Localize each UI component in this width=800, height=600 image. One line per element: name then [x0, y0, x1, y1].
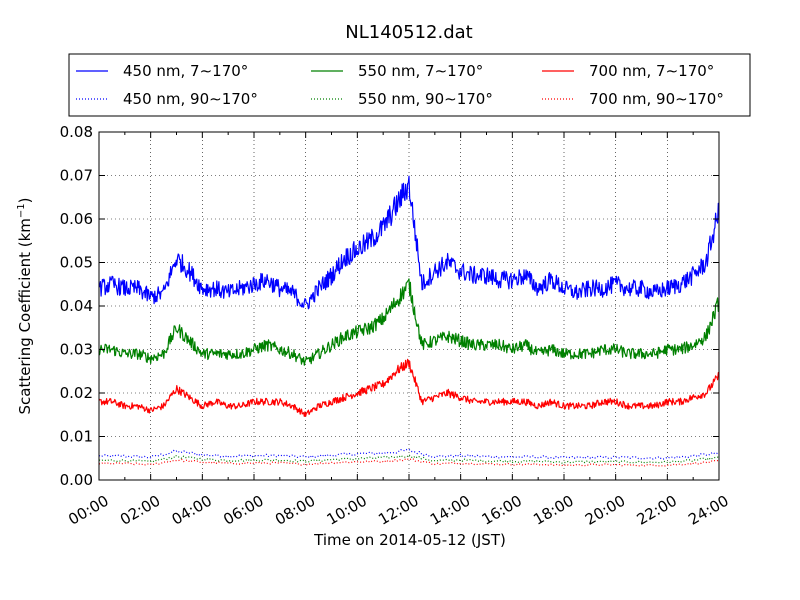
series-line-2 [98, 278, 720, 366]
legend: 450 nm, 7∼170° 550 nm, 7∼170° 700 nm, 7∼17… [68, 53, 751, 117]
y-axis-label-main: Scattering Coefficient (km [16, 218, 34, 414]
x-tick-label: 04:00 [169, 492, 215, 529]
x-tick-label: 08:00 [272, 492, 318, 529]
x-tick-label: 18:00 [530, 492, 576, 529]
y-tick-label: 0.01 [60, 428, 93, 446]
chart-title: NL140512.dat [345, 22, 472, 43]
y-axis-label-superscript: −1 [16, 203, 27, 218]
grid-lines [99, 132, 719, 480]
legend-label: 450 nm, 7∼170° [123, 62, 248, 80]
series-line-3 [98, 358, 720, 417]
legend-label: 550 nm, 7∼170° [358, 62, 483, 80]
x-tick-label: 16:00 [479, 492, 525, 529]
y-axis-label-close: ) [16, 197, 34, 203]
series-line-5 [98, 454, 720, 464]
x-tick-label: 24:00 [685, 492, 731, 529]
x-tick-label: 12:00 [375, 492, 421, 529]
y-tick-label: 0.08 [60, 123, 93, 141]
x-tick-label: 14:00 [427, 492, 473, 529]
legend-label: 700 nm, 90∼170° [589, 90, 724, 108]
y-tick-label: 0.02 [60, 384, 93, 402]
plot-area [98, 175, 720, 467]
x-tick-label: 22:00 [634, 492, 680, 529]
x-tick-label: 06:00 [220, 492, 266, 529]
x-tick-labels: 00:00 02:00 04:00 06:00 08:00 10:00 12:00 14:00… [65, 492, 731, 529]
x-tick-label: 00:00 [65, 492, 111, 529]
x-tick-label: 02:00 [117, 492, 163, 529]
y-tick-label: 0.06 [60, 210, 93, 228]
y-tick-labels: 0.00 0.01 0.02 0.03 0.04 0.05 0.06 0.07 0.08 [60, 123, 93, 489]
y-tick-label: 0.04 [60, 297, 93, 315]
y-tick-label: 0.05 [60, 254, 93, 272]
axis-ticks [98, 131, 720, 481]
x-tick-label: 10:00 [324, 492, 370, 529]
y-tick-label: 0.00 [60, 471, 93, 489]
y-tick-label: 0.07 [60, 167, 93, 185]
x-tick-label: 20:00 [582, 492, 628, 529]
legend-label: 700 nm, 7∼170° [589, 62, 714, 80]
legend-label: 550 nm, 90∼170° [358, 90, 493, 108]
y-tick-label: 0.03 [60, 341, 93, 359]
legend-label: 450 nm, 90∼170° [123, 90, 258, 108]
y-axis-label: Scattering Coefficient (km−1) [16, 197, 34, 414]
x-axis-label: Time on 2014-05-12 (JST) [313, 531, 506, 549]
legend-box [68, 53, 751, 117]
series-line-1 [98, 175, 720, 310]
